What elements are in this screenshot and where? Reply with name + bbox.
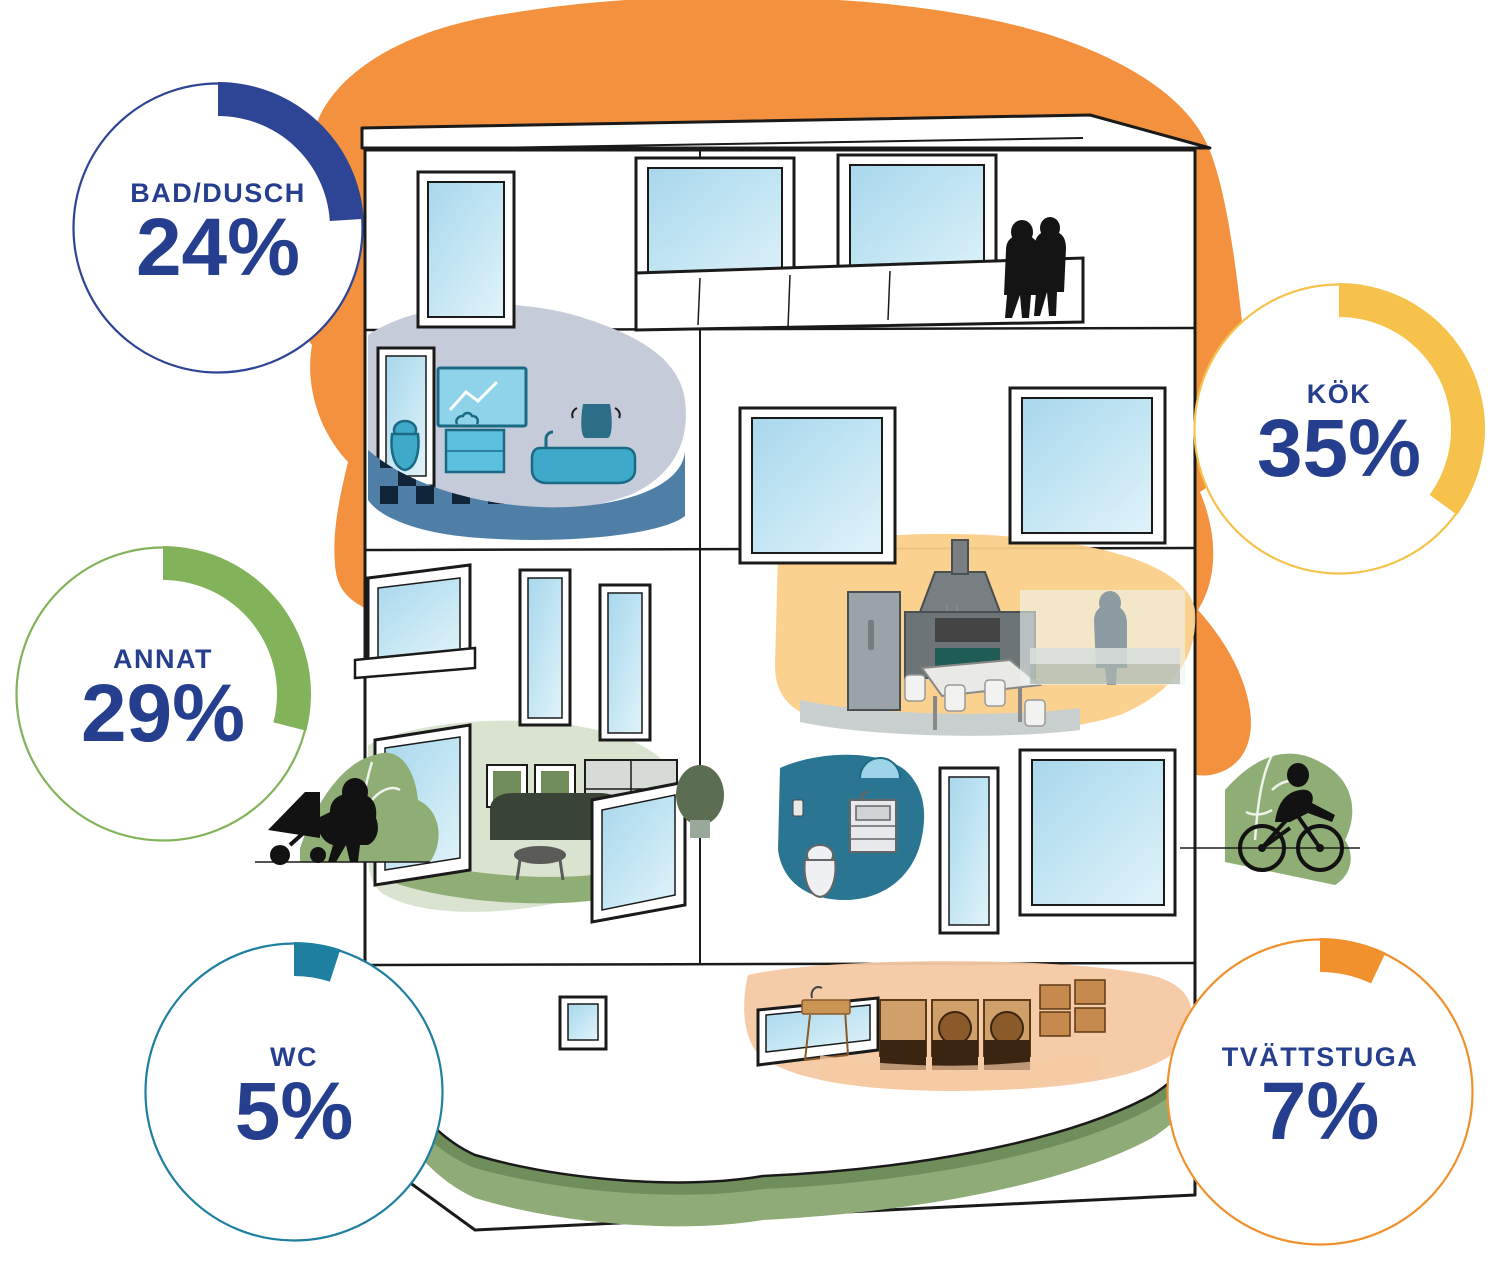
svg-text:35%: 35%	[1257, 403, 1421, 494]
svg-text:29%: 29%	[81, 668, 245, 759]
svg-text:24%: 24%	[136, 202, 300, 293]
svg-text:7%: 7%	[1261, 1066, 1380, 1157]
svg-text:5%: 5%	[235, 1066, 354, 1157]
